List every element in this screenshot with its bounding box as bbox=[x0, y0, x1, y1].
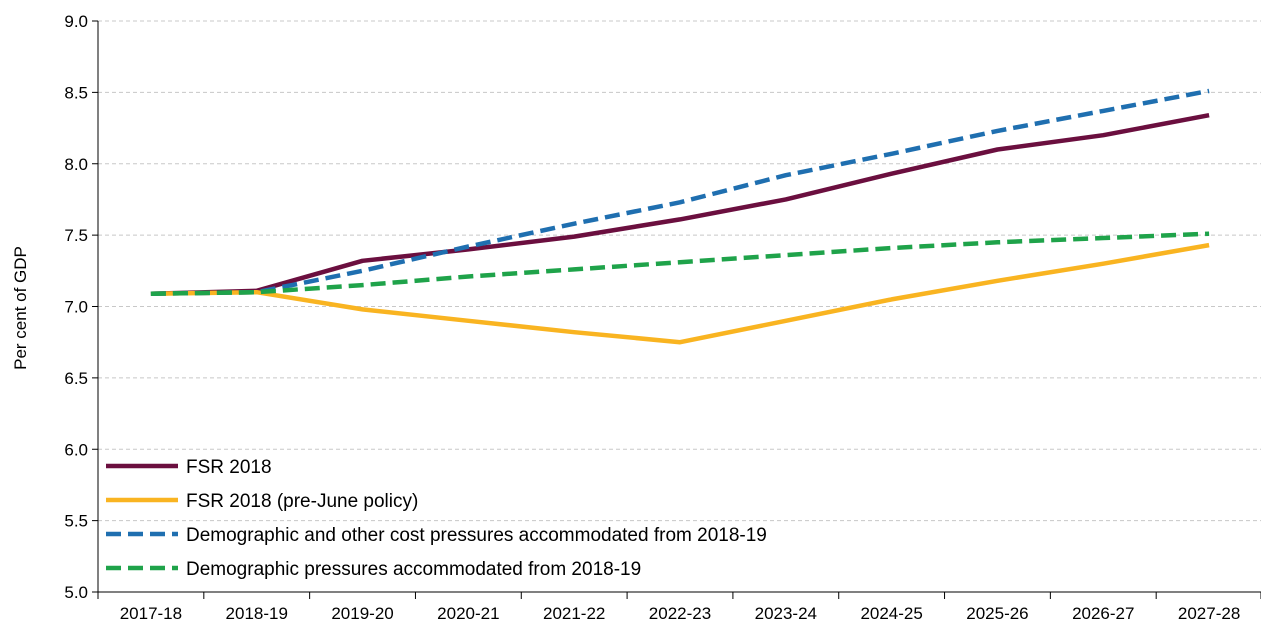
legend-label-3: Demographic and other cost pressures acc… bbox=[186, 525, 767, 546]
x-tick-label: 2017-18 bbox=[120, 604, 182, 623]
x-tick-label: 2022-23 bbox=[649, 604, 711, 623]
x-tick-label: 2025-26 bbox=[966, 604, 1028, 623]
y-tick-label: 6.5 bbox=[64, 369, 88, 388]
x-tick-label: 2023-24 bbox=[755, 604, 817, 623]
y-tick-label: 9.0 bbox=[64, 12, 88, 31]
legend-label-4: Demographic pressures accommodated from … bbox=[186, 559, 641, 580]
series-line-3 bbox=[150, 88, 1210, 296]
y-tick-label: 8.0 bbox=[64, 155, 88, 174]
legend-label-2: FSR 2018 (pre-June policy) bbox=[186, 491, 418, 512]
series-line-2 bbox=[150, 242, 1210, 345]
x-tick-label: 2020-21 bbox=[437, 604, 499, 623]
x-tick-label: 2018-19 bbox=[226, 604, 288, 623]
legend-label-1: FSR 2018 bbox=[186, 457, 272, 478]
y-tick-label: 5.0 bbox=[64, 583, 88, 602]
series-layer bbox=[150, 88, 1210, 345]
axis-layer: 5.0 5.5 6.0 6.5 7.0 7.5 8.0 8.5 9.0 2017-18 2018-1… bbox=[64, 12, 1261, 623]
y-tick-label: 7.0 bbox=[64, 298, 88, 317]
legend: FSR 2018 FSR 2018 (pre-June policy) Demogr… bbox=[106, 457, 767, 580]
x-tick-label: 2021-22 bbox=[543, 604, 605, 623]
y-tick-label: 5.5 bbox=[64, 512, 88, 531]
y-tick-label: 7.5 bbox=[64, 226, 88, 245]
x-tick-label: 2026-27 bbox=[1072, 604, 1134, 623]
y-tick-label: 8.5 bbox=[64, 83, 88, 102]
x-tick-label: 2027-28 bbox=[1178, 604, 1240, 623]
y-tick-label: 6.0 bbox=[64, 440, 88, 459]
x-tick-label: 2024-25 bbox=[860, 604, 922, 623]
x-tick-label: 2019-20 bbox=[331, 604, 393, 623]
grid-layer bbox=[98, 20, 1261, 522]
y-axis-title: Per cent of GDP bbox=[11, 246, 30, 370]
series-line-4 bbox=[150, 231, 1210, 296]
series-line-1 bbox=[150, 112, 1210, 296]
